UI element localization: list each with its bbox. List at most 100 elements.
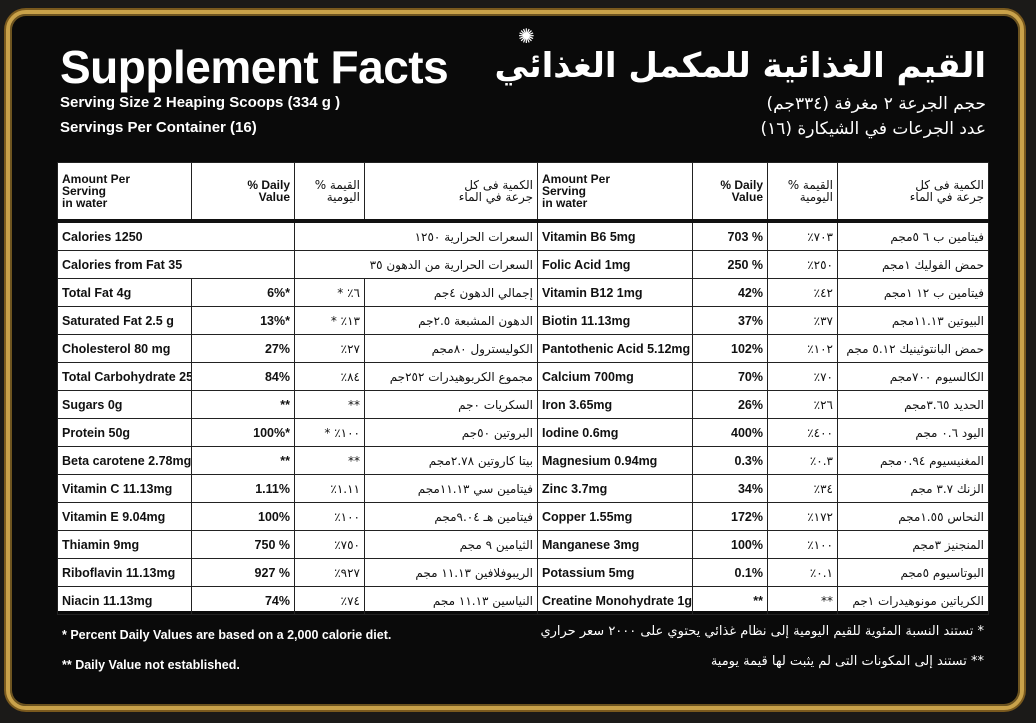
nutrient-en: Magnesium 0.94mg <box>537 446 693 475</box>
nutrient-ar: اليود ٠.٦ مجم <box>837 418 989 447</box>
table-row: Sugars 0g ** ** السكريات ٠جم <box>57 390 538 419</box>
daily-value-ar: ٦٪ * <box>294 278 365 307</box>
table-row: Zinc 3.7mg 34% ٣٤٪ الزنك ٣.٧ مجم <box>537 474 989 503</box>
nutrient-ar: فيتامين ب ٦ ٥مجم <box>837 219 989 251</box>
daily-value-en: 100% <box>692 530 768 559</box>
table-row: Iron 3.65mg 26% ٢٦٪ الحديد ٣.٦٥مجم <box>537 390 989 419</box>
daily-value-en: 250 % <box>692 250 768 279</box>
nutrient-en: Sugars 0g <box>57 390 192 419</box>
table-row: Vitamin C 11.13mg 1.11% ١.١١٪ فيتامين سي ١١… <box>57 474 538 503</box>
nutrient-en: Vitamin B12 1mg <box>537 278 693 307</box>
nutrient-ar: النياسين ١١.١٣ مجم <box>364 586 538 615</box>
table-row: Vitamin B12 1mg 42% ٤٢٪ فيتامين ب ١٢ ١مجم <box>537 278 989 307</box>
nutrient-en: Niacin 11.13mg <box>57 586 192 615</box>
footnote-ar-2: ** تستند إلى المكونات التى لم يثبت لها ق… <box>710 654 984 669</box>
header-amount-ar: الكمية فى كل جرعة في الماء <box>364 162 538 222</box>
daily-value-ar: ** <box>294 446 365 475</box>
daily-value-ar: ** <box>767 586 838 615</box>
nutrient-ar: مجموع الكربوهيدرات ٢٥٢جم <box>364 362 538 391</box>
footnote-en-1: * Percent Daily Values are based on a 2,… <box>62 628 392 642</box>
daily-value-ar: ٧٥٠٪ <box>294 530 365 559</box>
nutrient-ar: فيتامين سي ١١.١٣مجم <box>364 474 538 503</box>
daily-value-ar: ٧٤٪ <box>294 586 365 615</box>
header-amount-en: Amount Per Serving in water <box>57 162 192 222</box>
nutrient-en: Iodine 0.6mg <box>537 418 693 447</box>
daily-value-en: 100% <box>191 502 295 531</box>
nutrient-en: Calories 1250 <box>57 219 295 251</box>
header-daily-ar: القيمة % اليومية <box>767 162 838 222</box>
nutrient-en: Total Carbohydrate 252g <box>57 362 192 391</box>
daily-value-en: 1.11% <box>191 474 295 503</box>
table-row: Riboflavin 11.13mg 927 % ٩٢٧٪ الريبوفلافين … <box>57 558 538 587</box>
nutrient-en: Copper 1.55mg <box>537 502 693 531</box>
table-row: Calories from Fat 35 السعرات الحرارية من… <box>57 250 538 279</box>
daily-value-ar: ٠.١٪ <box>767 558 838 587</box>
nutrient-en: Biotin 11.13mg <box>537 306 693 335</box>
table-row: Pantothenic Acid 5.12mg 102% ١٠٢٪ حمض البان… <box>537 334 989 363</box>
nutrient-ar: البيوتين ١١.١٣مجم <box>837 306 989 335</box>
daily-value-ar: ٠.٣٪ <box>767 446 838 475</box>
daily-value-en: 703 % <box>692 219 768 251</box>
table-row: Cholesterol 80 mg 27% ٢٧٪ الكوليسترول ٨٠مجم <box>57 334 538 363</box>
nutrient-ar: الزنك ٣.٧ مجم <box>837 474 989 503</box>
nutrient-en: Folic Acid 1mg <box>537 250 693 279</box>
nutrient-en: Pantothenic Acid 5.12mg <box>537 334 693 363</box>
table-row: Saturated Fat 2.5 g 13%* ١٣٪ * الدهون المشب… <box>57 306 538 335</box>
table-header: Amount Per Serving in water % Daily Valu… <box>57 162 538 222</box>
daily-value-en: 34% <box>692 474 768 503</box>
table-row: Niacin 11.13mg 74% ٧٤٪ النياسين ١١.١٣ مجم <box>57 586 538 615</box>
daily-value-en: 927 % <box>191 558 295 587</box>
header-amount-ar: الكمية فى كل جرعة في الماء <box>837 162 989 222</box>
table-row: Calories 1250 السعرات الحرارية ١٢٥٠ <box>57 219 538 251</box>
daily-value-ar: ٢٥٠٪ <box>767 250 838 279</box>
nutrient-en: Saturated Fat 2.5 g <box>57 306 192 335</box>
nutrient-ar: فيتامين هـ ٩.٠٤مجم <box>364 502 538 531</box>
nutrient-en: Total Fat 4g <box>57 278 192 307</box>
daily-value-ar: ١٠٠٪ * <box>294 418 365 447</box>
daily-value-en: 400% <box>692 418 768 447</box>
title-ar: القيم الغذائية للمكمل الغذائي <box>494 46 986 86</box>
nutrient-en: Vitamin C 11.13mg <box>57 474 192 503</box>
daily-value-en: 750 % <box>191 530 295 559</box>
table-header: Amount Per Serving in water % Daily Valu… <box>537 162 989 222</box>
daily-value-ar: ١٠٠٪ <box>294 502 365 531</box>
daily-value-en: 102% <box>692 334 768 363</box>
daily-value-ar: ٤٠٠٪ <box>767 418 838 447</box>
nutrient-ar: الدهون المشبعة ٢.٥جم <box>364 306 538 335</box>
daily-value-en: 74% <box>191 586 295 615</box>
nutrient-ar: الثيامين ٩ مجم <box>364 530 538 559</box>
nutrient-en: Cholesterol 80 mg <box>57 334 192 363</box>
daily-value-ar: ٣٤٪ <box>767 474 838 503</box>
nutrient-en: Calories from Fat 35 <box>57 250 295 279</box>
table-row: Manganese 3mg 100% ١٠٠٪ المنجنيز ٣مجم <box>537 530 989 559</box>
daily-value-en: 172% <box>692 502 768 531</box>
table-row: Vitamin B6 5mg 703 % ٧٠٣٪ فيتامين ب ٦ ٥مجم <box>537 219 989 251</box>
table-row: Creatine Monohydrate 1g ** ** الكرياتين مون… <box>537 586 989 615</box>
nutrient-en: Creatine Monohydrate 1g <box>537 586 693 615</box>
table-row: Potassium 5mg 0.1% ٠.١٪ البوتاسيوم ٥مجم <box>537 558 989 587</box>
daily-value-ar: ٢٧٪ <box>294 334 365 363</box>
nutrient-en: Zinc 3.7mg <box>537 474 693 503</box>
nutrient-ar: إجمالي الدهون ٤جم <box>364 278 538 307</box>
daily-value-ar: ١٠٢٪ <box>767 334 838 363</box>
nutrient-ar: الكرياتين مونوهيدرات ١جم <box>837 586 989 615</box>
nutrient-ar: حمض الفوليك ١مجم <box>837 250 989 279</box>
daily-value-ar: ٧٠٪ <box>767 362 838 391</box>
daily-value-en: ** <box>692 586 768 615</box>
servings-per-container-en: Servings Per Container (16) <box>60 119 257 136</box>
header-daily-ar: القيمة % اليومية <box>294 162 365 222</box>
daily-value-ar: ٤٢٪ <box>767 278 838 307</box>
daily-value-en: 0.3% <box>692 446 768 475</box>
servings-per-container-ar: عدد الجرعات في الشيكارة (١٦) <box>760 119 986 139</box>
nutrient-ar: الحديد ٣.٦٥مجم <box>837 390 989 419</box>
right-facts-table: Amount Per Serving in water % Daily Valu… <box>537 162 989 615</box>
brand-logo-icon: ✺ <box>518 24 535 48</box>
daily-value-en: 13%* <box>191 306 295 335</box>
nutrient-ar: السكريات ٠جم <box>364 390 538 419</box>
table-row: Total Carbohydrate 252g84%٨٤٪مجموع الكرب… <box>57 362 538 391</box>
table-row: Magnesium 0.94mg 0.3% ٠.٣٪ المغنيسيوم ٠.٩٤م… <box>537 446 989 475</box>
nutrient-ar: الكالسيوم ٧٠٠مجم <box>837 362 989 391</box>
table-row: Calcium 700mg 70% ٧٠٪ الكالسيوم ٧٠٠مجم <box>537 362 989 391</box>
daily-value-ar: ** <box>294 390 365 419</box>
nutrient-ar: فيتامين ب ١٢ ١مجم <box>837 278 989 307</box>
